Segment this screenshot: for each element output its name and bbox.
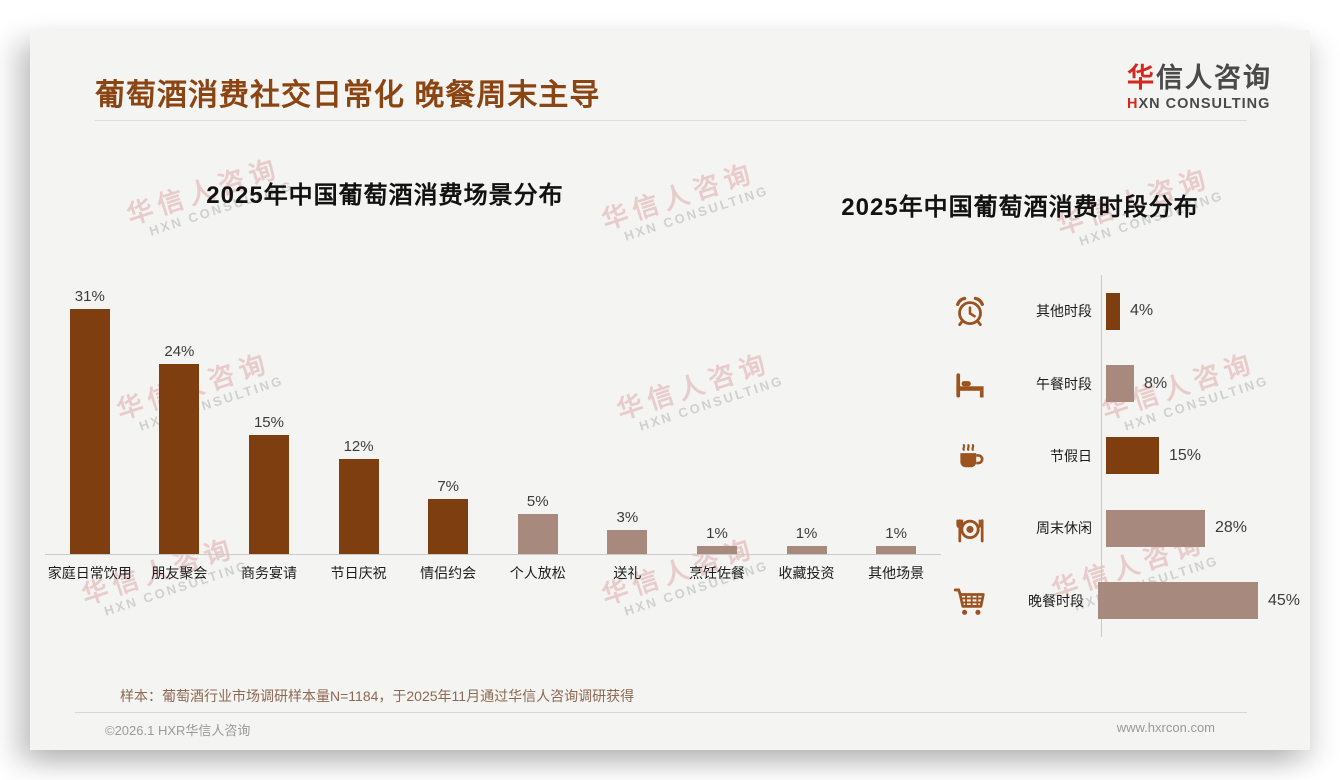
time-chart-row: 晚餐时段 45% [950,565,1300,637]
bar-category-label: 节日庆祝 [330,565,387,581]
bar-value-label: 15% [1169,446,1202,464]
bar-value-label: 28% [1215,519,1248,537]
bar-value-label: 8% [1144,374,1168,392]
bar-category-label: 情侣约会 [420,565,477,581]
scene-chart-title: 2025年中国葡萄酒消费场景分布 [206,182,564,209]
bar [1106,509,1205,547]
coffee-icon [950,439,990,473]
bar-value-label: 3% [616,509,639,526]
time-chart-rows: 其他时段 4% 午餐时段 8% 节假日 15% 周末休闲 28% 晚餐时段 45% [950,275,1300,637]
bar-category-label: 朋友聚会 [151,565,208,581]
logo-english-text: HXN CONSULTING [1127,96,1271,112]
bar [786,546,827,554]
bar [517,514,558,554]
bed-icon [950,367,990,401]
bar-value-label: 1% [706,525,728,542]
scene-bar-group: 7% 情侣约会 [403,288,493,581]
time-chart-row: 节假日 15% [950,420,1300,492]
time-chart-row: 周末休闲 28% [950,492,1300,564]
scene-bar-group: 12% 节日庆祝 [314,288,404,581]
bar [1106,365,1134,403]
bar-category-label: 烹饪佐餐 [688,565,745,581]
bar-category-label: 家庭日常饮用 [47,565,132,581]
dining-icon [950,511,990,545]
bar-category-label: 个人放松 [509,565,566,581]
bar [1097,582,1258,620]
bar-value-label: 15% [253,414,284,431]
bar [428,499,469,554]
page-title: 葡萄酒消费社交日常化 晚餐周末主导 [95,79,601,112]
time-chart-axis [1101,275,1102,637]
bar-value-label: 31% [74,288,105,305]
bar [1106,437,1159,475]
bar-category-label: 商务宴请 [240,565,297,581]
scene-bar-group: 31% 家庭日常饮用 [45,288,135,581]
scene-bar-group: 5% 个人放松 [493,288,583,581]
time-chart-row: 午餐时段 8% [950,347,1300,419]
bar [69,309,110,554]
bar-value-label: 24% [164,343,195,360]
bar [248,435,289,554]
bar-value-label: 1% [795,525,818,542]
scene-bar-group: 1% 烹饪佐餐 [672,288,762,581]
bar-category-label: 其他场景 [868,565,925,581]
row-label: 午餐时段 [1036,375,1092,392]
bar-value-label: 5% [526,493,549,510]
bar [876,546,917,554]
scene-chart-bars: 31% 家庭日常饮用 24% 朋友聚会 15% 商务宴请 12% 节日庆祝 7% 情侣约会 5% 个人… [45,288,941,581]
row-label: 节假日 [1050,447,1092,464]
copyright-text: ©2026.1 HXR华信人咨询 [105,723,251,738]
bar-value-label: 7% [437,478,460,495]
company-logo: 华信人咨询 HXN CONSULTING [1127,56,1272,112]
bar-value-label: 45% [1267,591,1300,609]
scene-bar-group: 15% 商务宴请 [224,288,314,581]
bar-category-label: 收藏投资 [778,565,835,581]
header-divider [95,120,1247,121]
time-chart-row: 其他时段 4% [950,275,1300,347]
bar [607,530,648,554]
footer-divider [75,712,1247,713]
logo-chinese-text: 华信人咨询 [1127,63,1272,93]
sample-note: 样本：葡萄酒行业市场调研样本量N=1184，于2025年11月通过华信人咨询调研… [120,688,635,704]
scene-bar-group: 1% 其他场景 [851,288,941,581]
row-label: 晚餐时段 [1027,592,1084,609]
scene-bar-group: 3% 送礼 [583,288,673,581]
bar [696,546,737,554]
time-chart-title: 2025年中国葡萄酒消费时段分布 [841,194,1199,221]
alarm-clock-icon [950,294,990,328]
bar-value-label: 12% [343,438,374,455]
bar-category-label: 送礼 [613,565,642,581]
scene-bar-group: 24% 朋友聚会 [135,288,225,581]
scene-bar-group: 1% 收藏投资 [762,288,852,581]
bar [159,364,200,554]
row-label: 周末休闲 [1036,520,1092,537]
bar-value-label: 1% [885,525,907,542]
bar [1106,292,1120,330]
website-text: www.hxrcon.com [1116,720,1215,735]
bar-value-label: 4% [1130,302,1154,320]
slide-card: 华信人咨询 HXN CONSULTING 华信人咨询 HXN CONSULTING … [30,30,1310,750]
row-label: 其他时段 [1036,303,1092,320]
cart-icon [950,584,990,618]
bar [338,459,379,554]
